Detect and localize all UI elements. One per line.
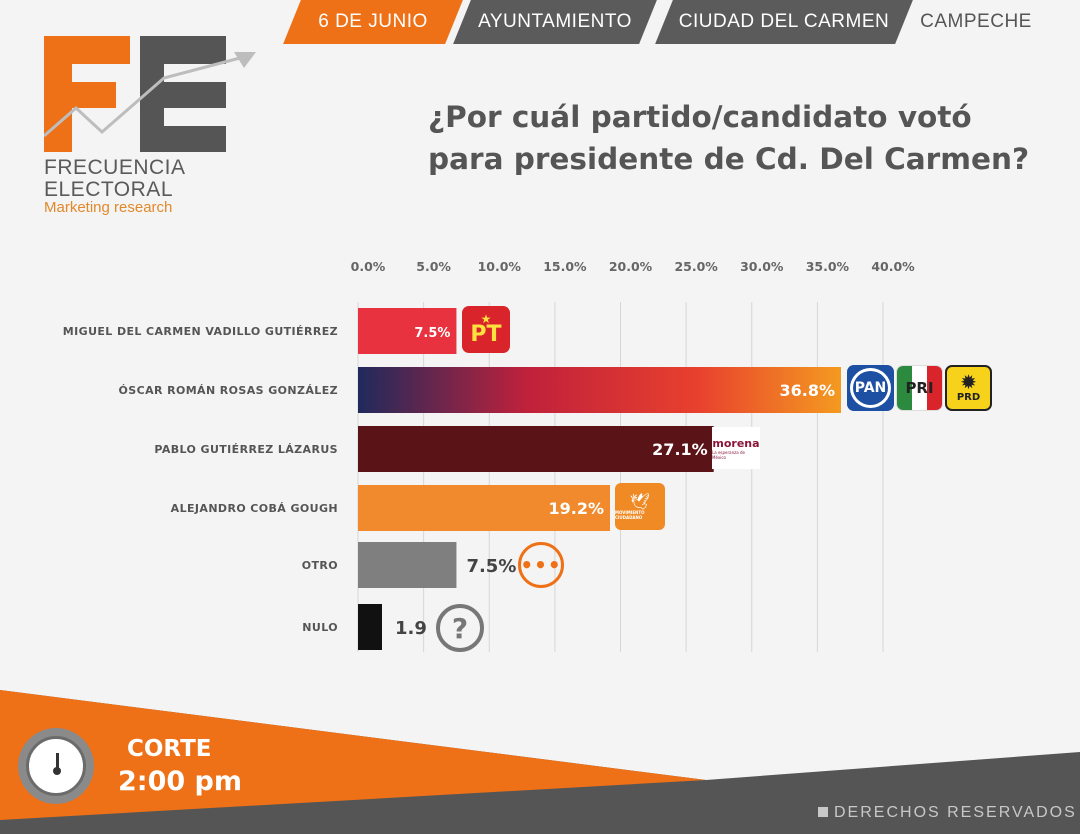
category-label: PABLO GUTIÉRREZ LÁZARUS [154,443,338,456]
value-label: 19.2% [548,499,604,518]
category-label: NULO [302,621,338,634]
bar [358,308,457,354]
footer-band [0,690,1080,834]
logo-text-frecuencia: FRECUENCIA [44,156,186,179]
tab-estado: CAMPECHE [920,11,1032,32]
tab-date: 6 DE JUNIO [283,0,463,44]
x-tick-label: 0.0% [351,259,386,274]
x-tick-label: 20.0% [609,259,653,274]
nulo-question-icon: ? [436,604,484,652]
corte-label: CORTE [127,736,212,762]
corte-time: 2:00 pm [118,766,243,797]
square-icon [818,807,828,817]
x-tick-label: 5.0% [416,259,451,274]
x-tick-label: 35.0% [806,259,850,274]
x-tick-label: 30.0% [740,259,784,274]
bar [358,604,382,650]
value-label: 27.1% [652,440,708,459]
chart-bars: MIGUEL DEL CARMEN VADILLO GUTIÉRREZ 7.5% Ó… [63,308,841,650]
pri-logo: PRI [896,365,943,411]
logo-text-marketing: Marketing research [44,199,173,216]
x-tick-label: 40.0% [871,259,915,274]
category-label: MIGUEL DEL CARMEN VADILLO GUTIÉRREZ [63,325,338,338]
bar [358,542,457,588]
value-label: 1.9 [395,618,427,639]
bar [358,367,841,413]
value-label: 7.5% [466,556,516,577]
title-line-2: para presidente de Cd. Del Carmen? [428,142,1030,176]
movimiento-ciudadano-logo: 🕊 MOVIMIENTO CIUDADANO [615,483,665,530]
category-label: OTRO [302,559,338,572]
category-label: ÓSCAR ROMÁN ROSAS GONZÁLEZ [119,384,338,397]
value-label: 7.5% [414,326,450,341]
x-tick-label: 10.0% [478,259,522,274]
pan-logo: PAN [847,365,894,411]
pt-logo: ★ PT [462,306,510,353]
bar [358,485,610,531]
x-tick-label: 15.0% [543,259,587,274]
bar-chart: 0.0% 5.0% 10.0% 15.0% 20.0% 25.0% 30.0% 35.0% 40… [63,259,915,652]
logo-text-electoral: ELECTORAL [44,178,173,201]
chart-grid [357,302,884,652]
value-label: 36.8% [779,381,835,400]
rights-notice: DERECHOS RESERVADOS [818,804,1077,822]
tab-ayuntamiento: AYUNTAMIENTO [453,0,657,44]
tab-ciudad: CIUDAD DEL CARMEN [655,0,913,44]
otro-icon: ••• [518,542,564,588]
prd-logo: ✹ PRD [945,365,992,411]
x-tick-label: 25.0% [674,259,718,274]
category-label: ALEJANDRO COBÁ GOUGH [171,502,338,515]
brand-logo [44,36,256,152]
x-axis-ticks: 0.0% 5.0% 10.0% 15.0% 20.0% 25.0% 30.0% 35.0% 40… [351,259,915,274]
morena-logo: morena La esperanza de México [712,427,760,469]
bar [358,426,714,472]
title-line-1: ¿Por cuál partido/candidato votó [428,100,972,134]
clock-icon [18,728,94,804]
chart-title: ¿Por cuál partido/candidato votó para pr… [428,96,1068,180]
